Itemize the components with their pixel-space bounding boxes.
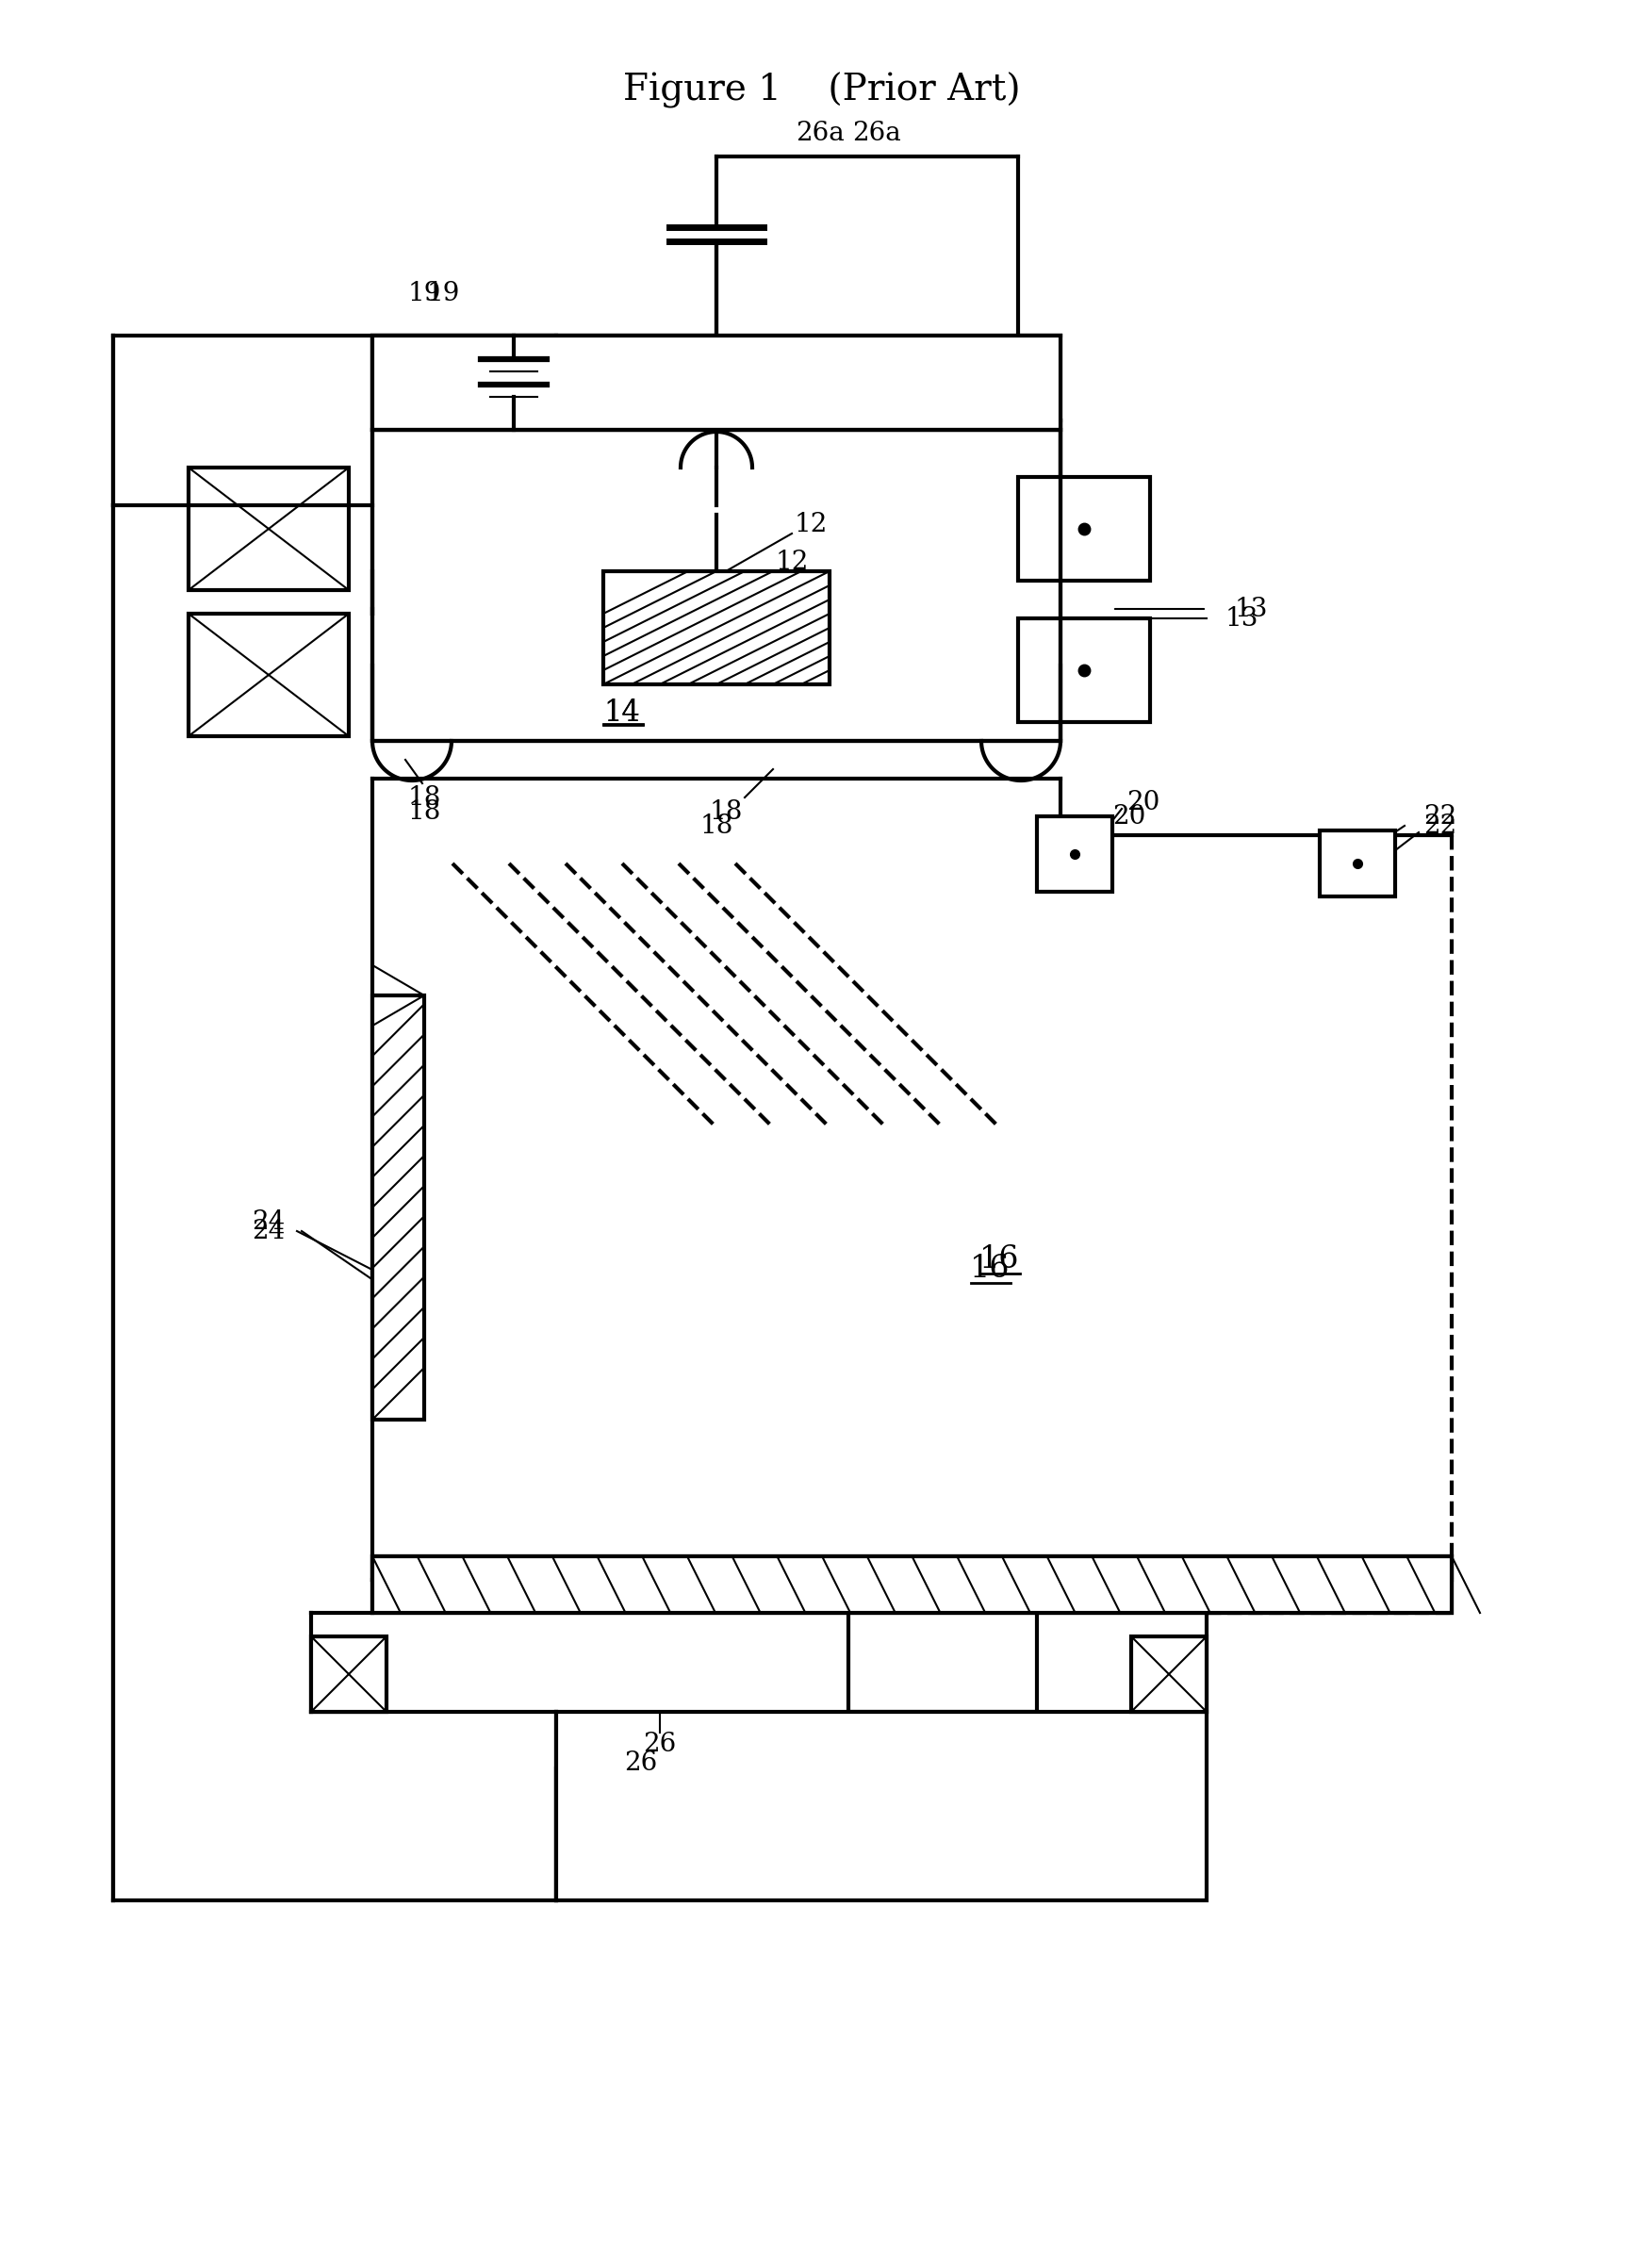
Bar [372,431,1060,742]
Text: 26a: 26a [796,120,845,145]
Bar [372,1556,1452,1613]
Bar [372,1556,1452,1613]
Bar [311,1637,386,1712]
Text: 22: 22 [1424,812,1457,839]
Text: 16: 16 [980,1245,1019,1275]
Text: 19: 19 [426,281,460,306]
Text: 14: 14 [603,699,641,728]
Text: 19: 19 [408,281,441,306]
Bar [372,996,424,1420]
Text: 14: 14 [603,699,641,728]
Text: 18: 18 [408,798,441,823]
Text: 20: 20 [1113,803,1146,830]
Bar [556,1712,1207,1901]
Text: 20: 20 [1126,789,1159,814]
Bar [372,431,1060,742]
Text: 12: 12 [794,510,827,538]
Bar [189,615,349,737]
Bar [1018,619,1151,721]
Text: 24: 24 [252,1218,286,1243]
Bar [603,572,830,685]
Text: 26: 26 [643,1733,676,1758]
Text: Figure 1    (Prior Art): Figure 1 (Prior Art) [623,73,1021,109]
Bar [1018,476,1151,581]
Bar [372,336,1060,431]
Text: 12: 12 [776,549,809,574]
Text: 18: 18 [709,798,743,823]
Text: 18: 18 [408,785,441,810]
Text: 13: 13 [1235,596,1268,621]
Text: 26a: 26a [852,120,901,145]
Bar [372,336,717,431]
Text: 13: 13 [1225,606,1259,631]
Text: 26: 26 [625,1751,658,1776]
Text: 24: 24 [252,1209,286,1234]
Text: 16: 16 [970,1254,1009,1284]
Bar [1320,830,1396,896]
Text: 18: 18 [700,812,733,839]
Bar [1131,1637,1207,1712]
Bar [372,336,1060,431]
Text: 22: 22 [1424,803,1457,830]
Bar [189,467,349,590]
Bar [1037,816,1113,891]
